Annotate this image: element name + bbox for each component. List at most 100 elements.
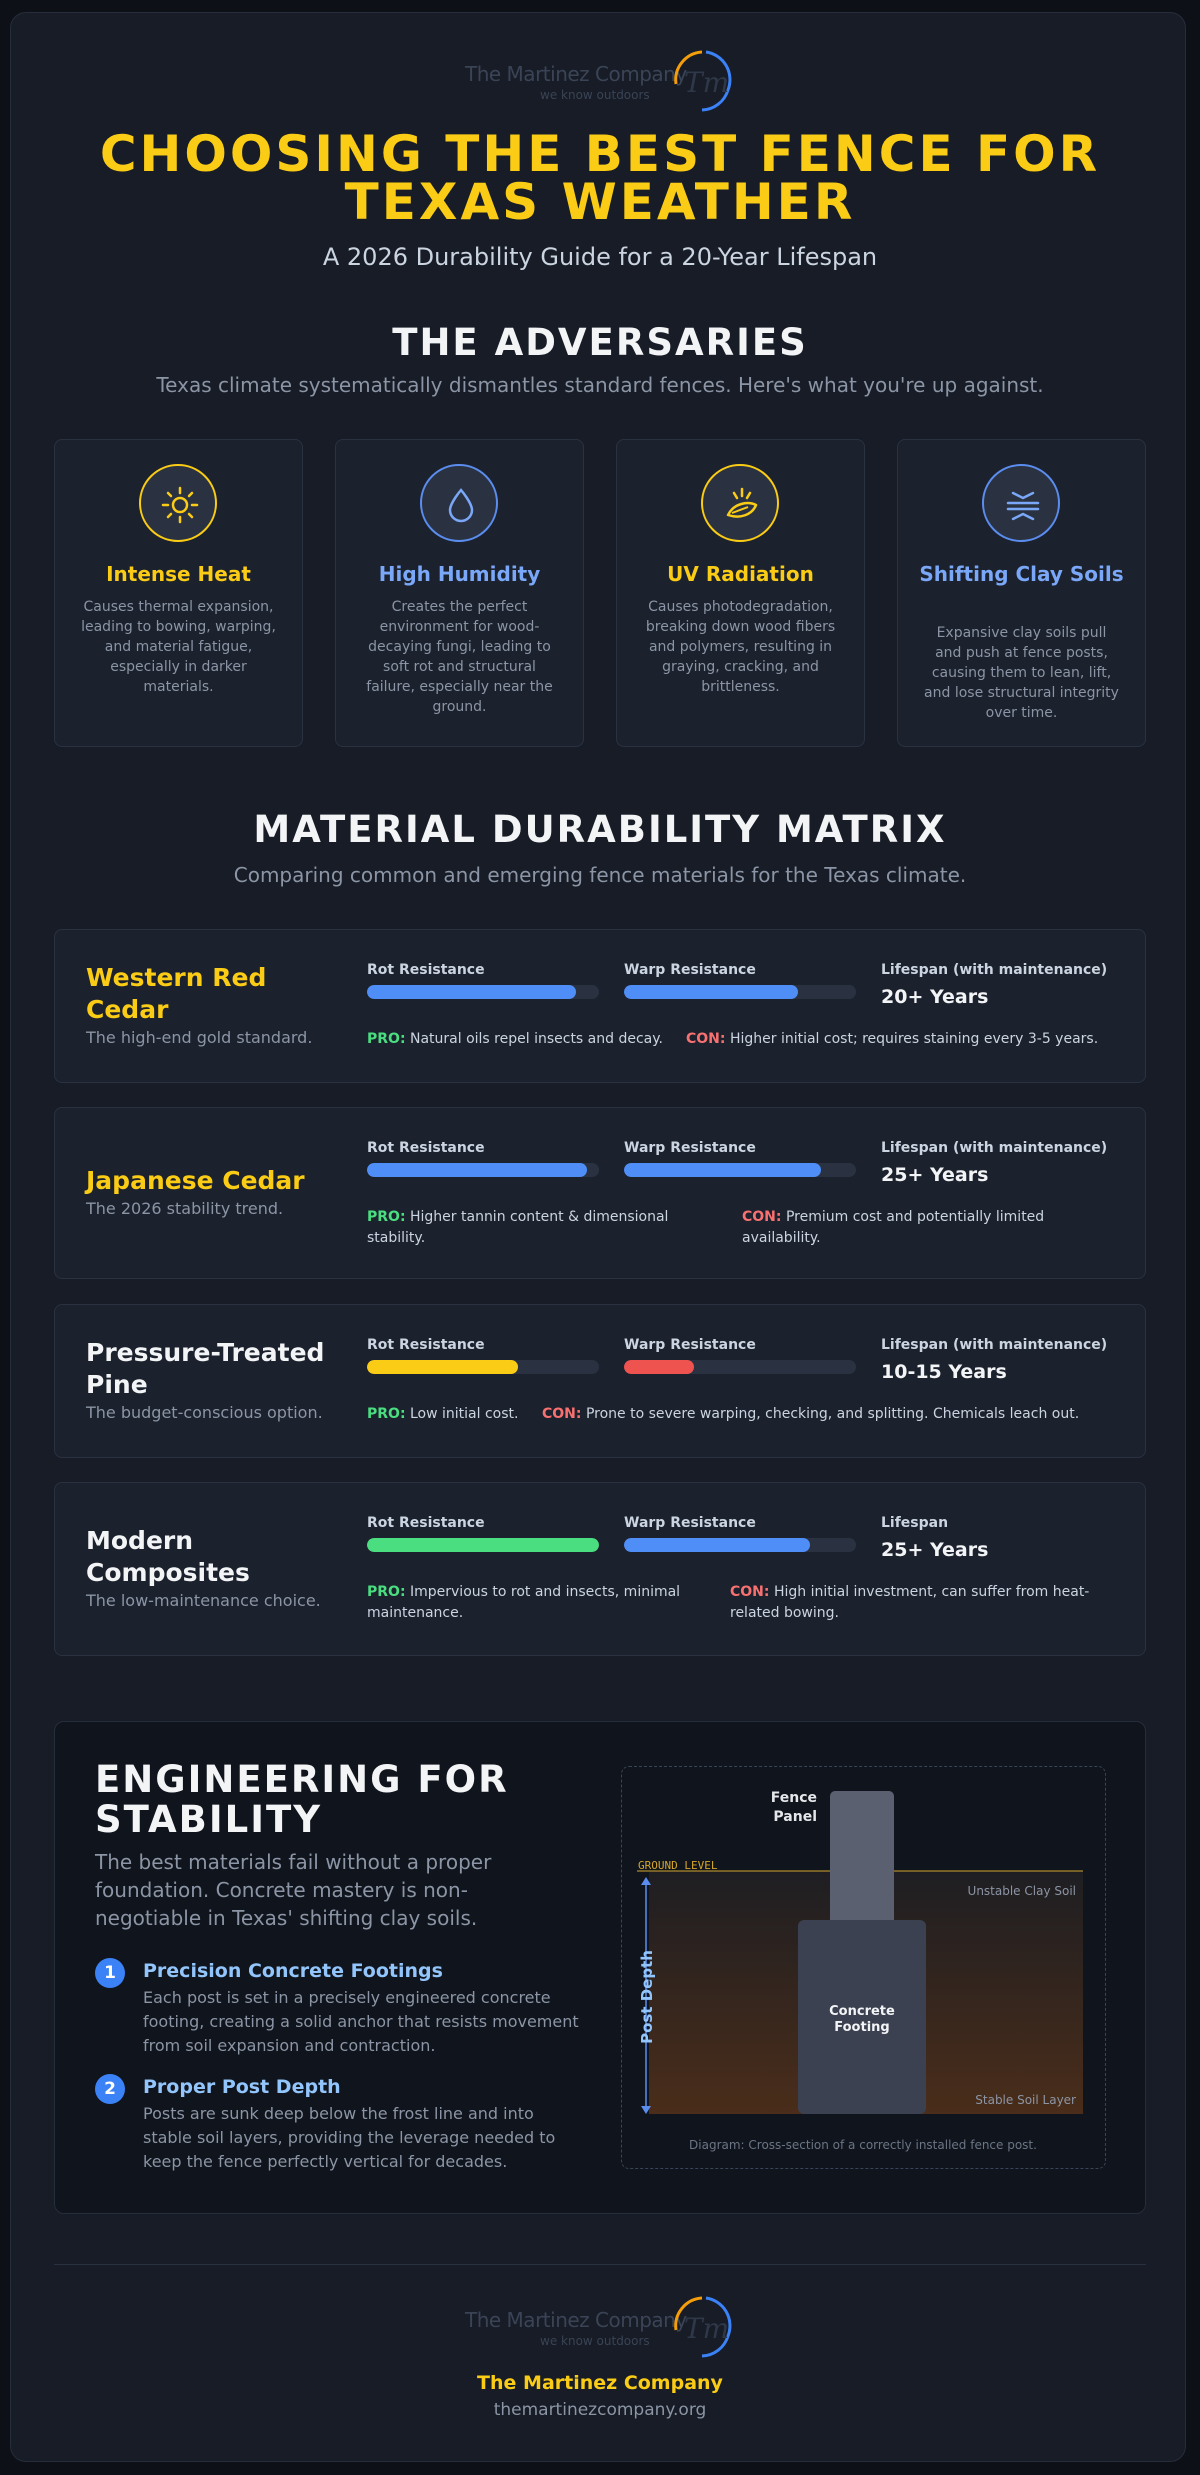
pro-value: Natural oils repel insects and decay. — [410, 1031, 663, 1047]
adversary-card-uv: UV Radiation Causes photodegradation, br… — [616, 439, 865, 747]
lifespan-label: Lifespan (with maintenance) — [881, 962, 1108, 978]
warp-bar — [624, 1360, 856, 1374]
fence-panel-label: Fence — [771, 1790, 817, 1806]
pro-label: PRO: — [367, 1209, 406, 1225]
fence-panel-label: Panel — [773, 1809, 817, 1825]
material-tagline: The 2026 stability trend. — [86, 1199, 284, 1218]
material-tagline: The low-maintenance choice. — [86, 1591, 321, 1610]
engineering-section: ENGINEERING FOR STABILITY The best mater… — [54, 1721, 1146, 2214]
fence-post-diagram: Fence Panel GROUND LEVEL Unstable Clay S… — [621, 1766, 1106, 2169]
warp-bar — [624, 1163, 856, 1177]
monogram-text: Tm — [684, 2312, 729, 2345]
warp-bar-fill — [624, 1360, 694, 1374]
rot-bar-fill — [367, 1360, 518, 1374]
rot-label: Rot Resistance — [367, 1140, 485, 1156]
depth-arrow-bottom — [641, 2106, 651, 2114]
adversaries-subheading: Texas climate systematically dismantles … — [156, 373, 1044, 397]
pro-text: PRO: Impervious to rot and insects, mini… — [367, 1582, 707, 1624]
material-card-japanese-cedar: Japanese Cedar The 2026 stability trend.… — [54, 1107, 1146, 1279]
footer-website-link[interactable]: themartinezcompany.org — [493, 2400, 707, 2420]
con-label: CON: — [686, 1031, 726, 1047]
adversary-title: Intense Heat — [106, 562, 251, 586]
adversary-description: Causes photodegradation, breaking down w… — [645, 599, 836, 695]
pro-text: PRO: Low initial cost. — [367, 1404, 518, 1425]
soil-layers-icon — [1006, 491, 1040, 521]
monogram-icon: Tm — [674, 50, 732, 112]
logo-tagline: we know outdoors — [540, 2334, 650, 2348]
footer-company-name: The Martinez Company — [477, 2372, 723, 2394]
page-subtitle: A 2026 Durability Guide for a 20-Year Li… — [322, 243, 878, 271]
engineering-heading-line-1: ENGINEERING FOR — [95, 1758, 509, 1801]
lifespan-value: 25+ Years — [881, 1164, 989, 1186]
pro-text: PRO: Higher tannin content & dimensional… — [367, 1207, 697, 1249]
lifespan-value: 25+ Years — [881, 1539, 989, 1561]
droplet-icon — [448, 488, 474, 523]
brand-logo: The Martinez Company we know outdoors Tm — [0, 50, 1200, 120]
pro-text: PRO: Natural oils repel insects and deca… — [367, 1029, 663, 1050]
matrix-subheading: Comparing common and emerging fence mate… — [233, 863, 967, 887]
concrete-footing — [798, 1920, 926, 2114]
con-value: Higher initial cost; requires staining e… — [729, 1031, 1099, 1047]
adversary-card-heat: Intense Heat Causes thermal expansion, l… — [54, 439, 303, 747]
adversary-title: High Humidity — [378, 562, 541, 586]
con-label: CON: — [742, 1209, 782, 1225]
pro-label: PRO: — [367, 1584, 406, 1600]
adversary-description: Causes thermal expansion, leading to bow… — [81, 599, 276, 695]
lifespan-label: Lifespan (with maintenance) — [881, 1337, 1108, 1353]
con-value: Premium cost and potentially limited ava… — [742, 1209, 1045, 1246]
warp-bar-fill — [624, 985, 798, 999]
rot-bar — [367, 1538, 599, 1552]
logo-tagline: we know outdoors — [540, 88, 650, 102]
step-description: Each post is set in a precisely engineer… — [143, 1988, 579, 2055]
material-card-modern-composites: Modern Composites The low-maintenance ch… — [54, 1482, 1146, 1656]
con-text: CON: Prone to severe warping, checking, … — [542, 1404, 1079, 1425]
pro-value: Impervious to rot and insects, minimal m… — [367, 1584, 681, 1621]
rot-label: Rot Resistance — [367, 1337, 485, 1353]
warp-label: Warp Resistance — [624, 962, 756, 978]
con-label: CON: — [730, 1584, 770, 1600]
rot-label: Rot Resistance — [367, 1515, 485, 1531]
warp-bar-fill — [624, 1163, 822, 1177]
footer-logo: The Martinez Company we know outdoors Tm — [0, 2296, 1200, 2366]
material-name: Modern Composites — [86, 1526, 250, 1587]
pro-label: PRO: — [367, 1031, 406, 1047]
stable-soil-label: Stable Soil Layer — [975, 2093, 1076, 2107]
con-value: Prone to severe warping, checking, and s… — [585, 1406, 1080, 1422]
warp-bar-fill — [624, 1538, 810, 1552]
warp-label: Warp Resistance — [624, 1515, 756, 1531]
rot-bar-fill — [367, 1538, 599, 1552]
material-card-pressure-treated-pine: Pressure-Treated Pine The budget-conscio… — [54, 1304, 1146, 1458]
step-title: Precision Concrete Footings — [143, 1960, 443, 1982]
step-number: 1 — [95, 1958, 125, 1988]
material-name: Japanese Cedar — [86, 1166, 305, 1195]
matrix-heading: MATERIAL DURABILITY MATRIX — [253, 808, 947, 851]
rot-label: Rot Resistance — [367, 962, 485, 978]
adversaries-heading: THE ADVERSARIES — [392, 321, 808, 364]
ground-level-label: GROUND LEVEL — [638, 1859, 718, 1872]
warp-bar — [624, 1538, 856, 1552]
diagram-caption: Diagram: Cross-section of a correctly in… — [689, 2138, 1037, 2152]
engineering-heading: ENGINEERING FOR STABILITY — [95, 1760, 509, 1840]
monogram-icon: Tm — [674, 2296, 732, 2358]
engineering-heading-line-2: STABILITY — [95, 1798, 322, 1841]
adversary-description: Creates the perfect environment for wood… — [366, 599, 553, 715]
cross-section-illustration: Fence Panel GROUND LEVEL Unstable Clay S… — [637, 1790, 1083, 2152]
footing-label: Footing — [834, 2020, 889, 2035]
con-text: CON: Higher initial cost; requires stain… — [686, 1029, 1098, 1050]
logo-wordmark: The Martinez Company — [465, 2308, 687, 2332]
material-tagline: The high-end gold standard. — [86, 1028, 313, 1047]
rot-bar — [367, 985, 599, 999]
depth-arrow-top — [641, 1877, 651, 1885]
title-line-2: TEXAS WEATHER — [344, 173, 856, 231]
material-tagline: The budget-conscious option. — [86, 1403, 323, 1422]
adversary-title: UV Radiation — [667, 562, 814, 586]
engineering-paragraph: The best materials fail without a proper… — [95, 1850, 492, 1930]
material-name: Western Red Cedar — [86, 963, 267, 1024]
page-title: CHOOSING THE BEST FENCE FOR TEXAS WEATHE… — [0, 129, 1200, 231]
con-text: CON: Premium cost and potentially limite… — [742, 1207, 1102, 1249]
step-description: Posts are sunk deep below the frost line… — [143, 2104, 556, 2171]
warp-label: Warp Resistance — [624, 1337, 756, 1353]
leaf-sun-icon — [726, 487, 758, 518]
sun-icon — [161, 486, 199, 524]
unstable-soil-label: Unstable Clay Soil — [968, 1884, 1076, 1898]
